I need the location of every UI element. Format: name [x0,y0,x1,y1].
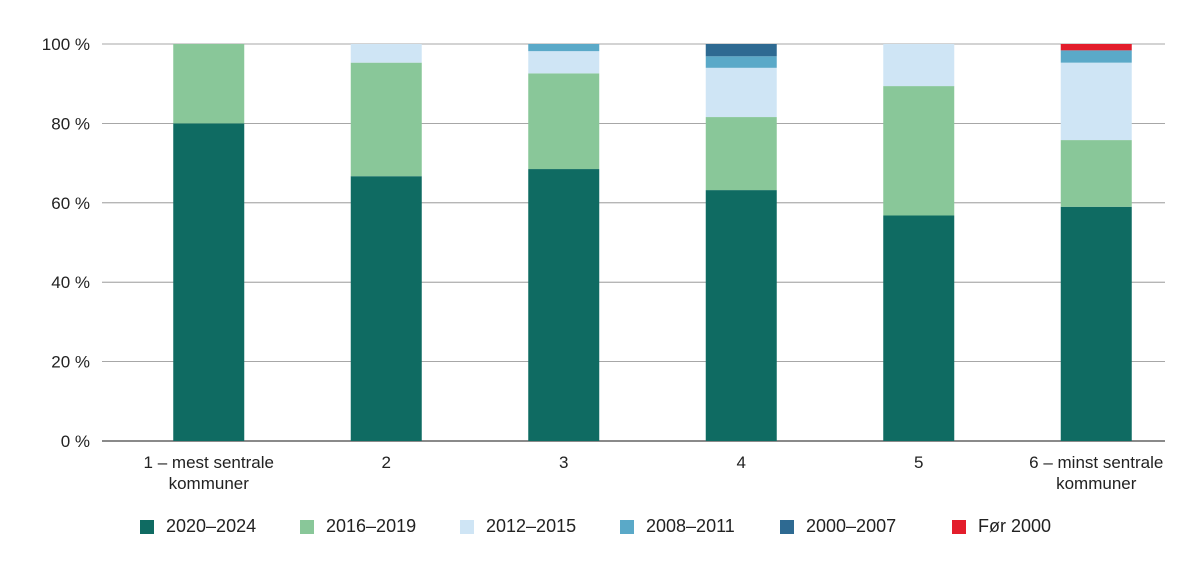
bar-segment [705,190,777,441]
bar-segment [883,215,955,441]
bar-segment [1060,62,1132,141]
y-tick-label: 80 % [51,114,90,133]
legend-item: 2020–2024 [140,516,256,537]
legend-swatch [952,519,966,534]
legend-swatch [300,519,314,534]
bar-segment [705,67,777,118]
bar-segment [705,44,777,57]
grid-layer [102,43,1165,442]
legend-label: 2000–2007 [806,516,897,536]
legend-item: 2016–2019 [300,516,416,537]
bar-segment [350,176,422,442]
x-tick-label: 1 – mest sentrale kommuner [144,453,274,493]
legend-swatch [620,519,634,534]
bar-segment [173,123,245,442]
legend-label: Før 2000 [978,516,1052,536]
legend-swatch [460,519,474,534]
legend-swatch [780,519,794,534]
y-tick-label: 0 % [61,432,90,451]
legend-label: 2016–2019 [326,516,417,536]
legend-label: 2008–2011 [646,516,735,536]
bar-segment [705,117,777,191]
legend-label: 2020–2024 [166,516,257,536]
x-tick-label: 2 [382,453,391,472]
y-tick-label: 100 % [42,35,90,54]
bar-segment [173,44,245,124]
bar-segment [528,73,600,170]
x-tick-label: 5 [914,453,923,472]
legend-swatch [140,519,154,534]
chart: 0 % 20 % 40 % 60 % 80 % 100 % 1 – mest sentra… [42,35,1165,493]
bar-segment [883,44,955,87]
bar-segment [1060,50,1132,63]
y-axis-ticks: 0 % 20 % 40 % 60 % 80 % 100 % [42,35,90,451]
x-axis-ticks: 1 – mest sentrale kommuner 2 3 4 5 6 – minst s… [144,453,1164,493]
legend-item: Før 2000 [952,516,1051,537]
bar-segment [350,44,422,63]
x-tick-label: 3 [559,453,568,472]
y-tick-label: 60 % [51,194,90,213]
legend-label: 2012–2015 [486,516,577,536]
y-tick-label: 40 % [51,273,90,292]
bar-segment [883,86,955,216]
bar-segment [705,56,777,68]
bar-segment [1060,44,1132,51]
bar-segment [528,169,600,441]
legend: 2020–2024 2016–2019 2012–2015 2008–2011 2000… [0,516,1200,544]
bar-segment [350,62,422,177]
legend-item: 2000–2007 [780,516,896,537]
bars-layer [173,44,1132,442]
bar-segment [1060,206,1132,441]
bar-segment [528,51,600,74]
y-tick-label: 20 % [51,353,90,372]
legend-item: 2012–2015 [460,516,576,537]
x-tick-label: 6 – minst sentrale kommuner [1029,453,1163,493]
bar-segment [1060,140,1132,207]
legend-item: 2008–2011 [620,516,735,537]
bar-segment [528,44,600,52]
x-tick-label: 4 [737,453,746,472]
